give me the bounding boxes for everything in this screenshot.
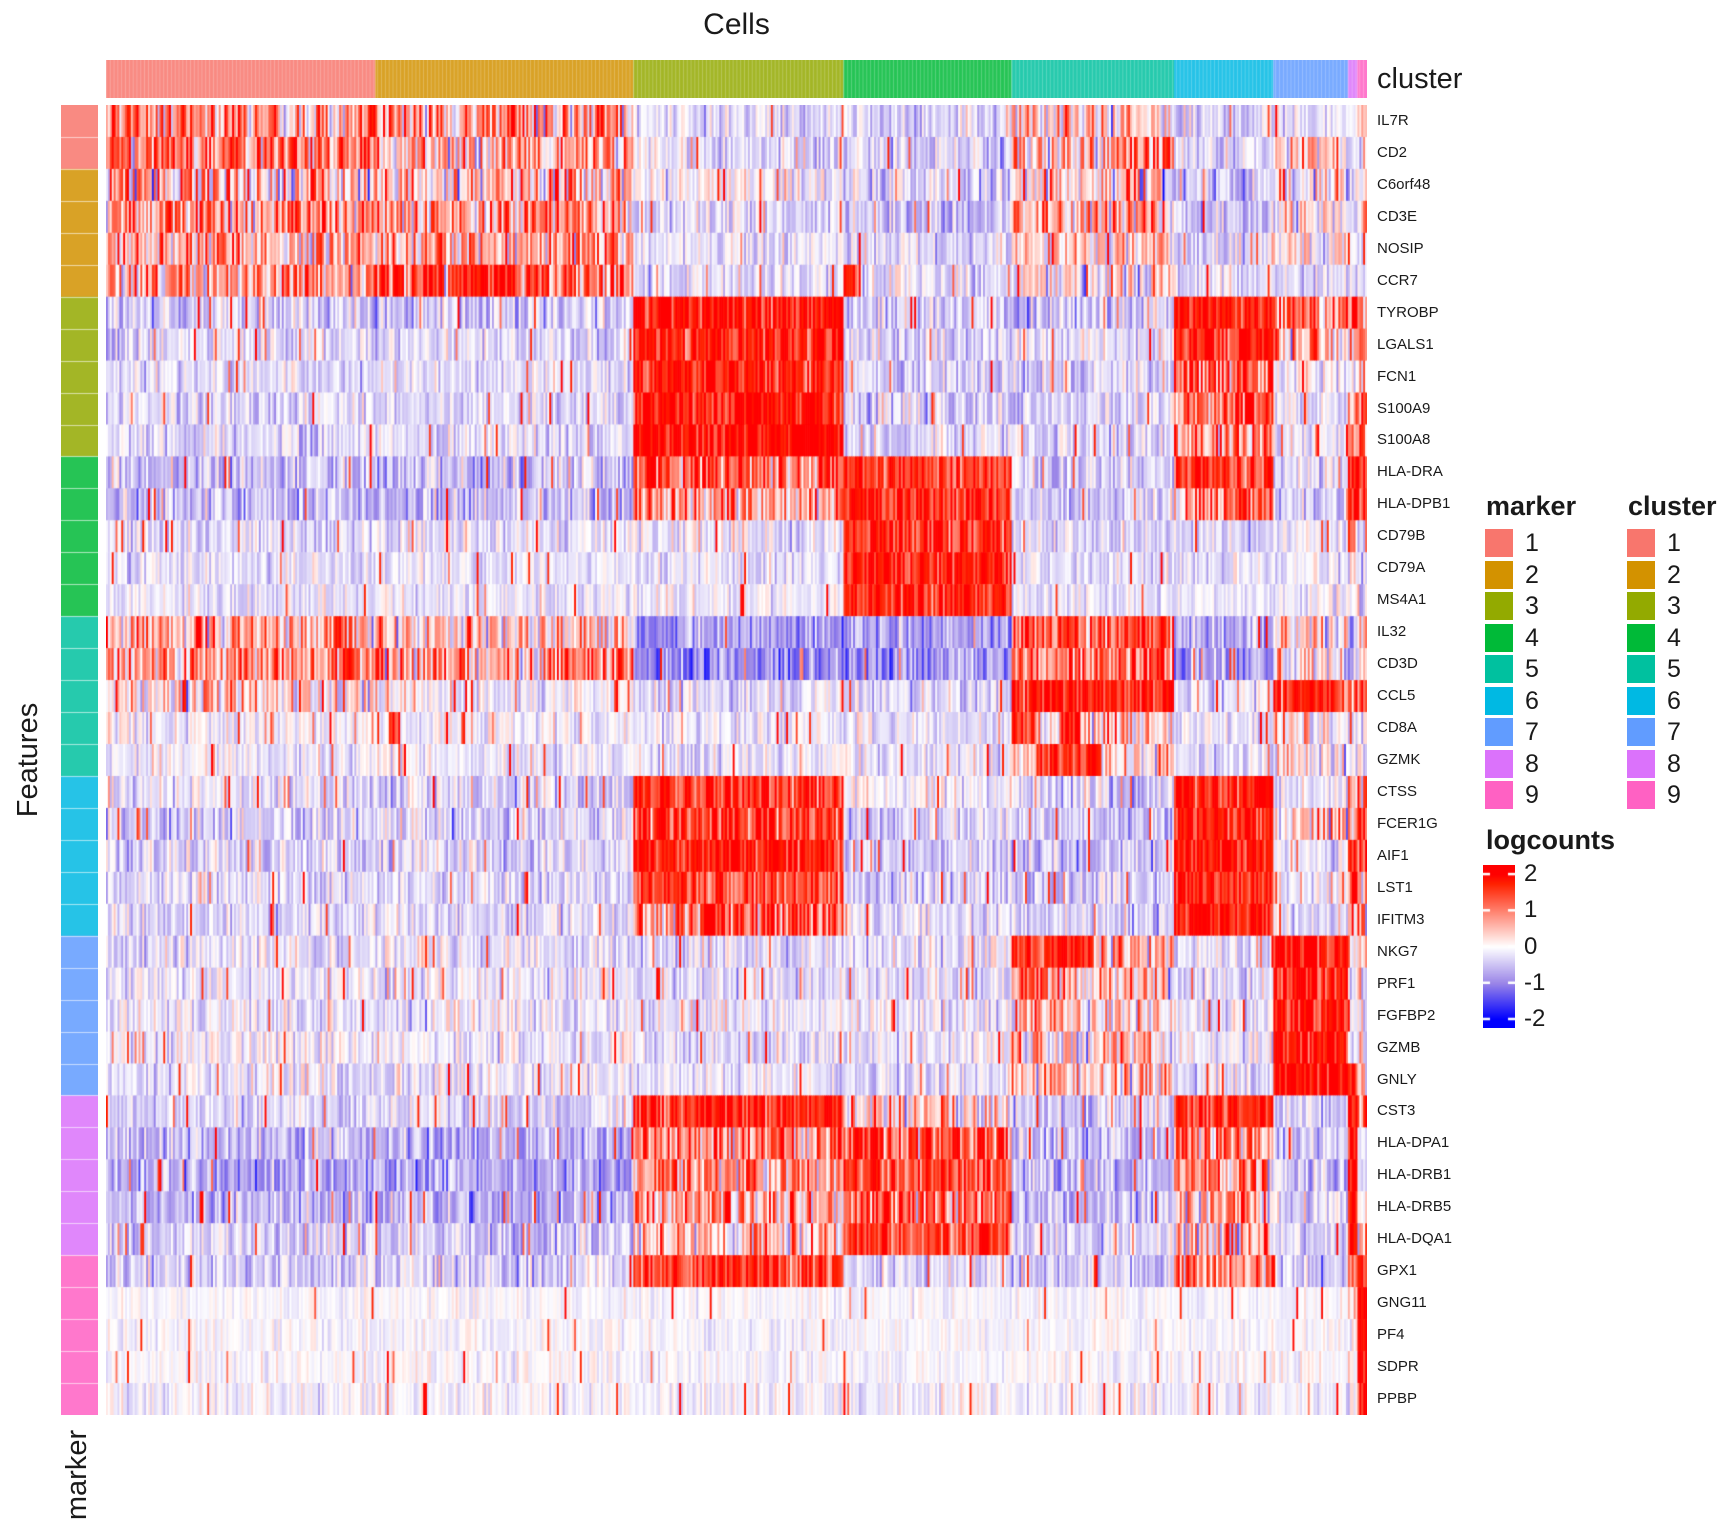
logcounts-tick-label: -1 [1524, 968, 1546, 996]
marker-legend-title: marker [1486, 491, 1577, 521]
legend-entry-label: 2 [1525, 560, 1539, 589]
gene-label: SDPR [1377, 1358, 1419, 1376]
gene-label: CD3D [1377, 655, 1418, 673]
gene-label: CCL5 [1377, 687, 1416, 705]
legend-entry-label: 7 [1525, 718, 1539, 746]
gene-label: IFITM3 [1377, 910, 1425, 928]
gene-label: PPBP [1377, 1390, 1418, 1408]
legend-entry-label: 7 [1667, 718, 1681, 746]
legend-swatch [1485, 781, 1513, 809]
legend-entry-label: 4 [1525, 623, 1539, 652]
gene-label: CD79A [1377, 559, 1426, 577]
logcounts-tick-label: -2 [1524, 1004, 1546, 1032]
gene-label: HLA-DRB1 [1377, 1166, 1452, 1184]
gene-label: NOSIP [1377, 239, 1424, 257]
legend-swatch [1485, 686, 1513, 715]
gene-label: TYROBP [1377, 303, 1439, 321]
legend-swatch [1627, 781, 1655, 809]
gene-label: HLA-DRA [1377, 463, 1443, 481]
logcounts-tick-label: 1 [1524, 896, 1538, 924]
legend-entry-label: 8 [1667, 749, 1681, 778]
gene-label: LST1 [1377, 878, 1413, 896]
gene-label: GPX1 [1377, 1262, 1418, 1280]
legend-swatch [1485, 560, 1513, 589]
legend-entry-label: 5 [1667, 655, 1681, 683]
legend-swatch [1627, 529, 1655, 557]
legend-entry-label: 6 [1667, 686, 1681, 715]
gene-label: GZMK [1377, 751, 1421, 768]
gene-label: FGFBP2 [1377, 1006, 1436, 1024]
legend-swatch [1485, 718, 1513, 746]
marker-annotation-axis-label: marker [61, 1429, 93, 1521]
gene-label: IL7R [1377, 111, 1409, 129]
legend-swatch [1627, 592, 1655, 620]
logcounts-tick-label: 2 [1524, 860, 1538, 888]
legend-entry-label: 9 [1667, 781, 1681, 809]
logcounts-tick-label: 0 [1524, 932, 1538, 960]
gene-label: C6orf48 [1377, 175, 1431, 193]
legend-swatch [1485, 592, 1513, 620]
gene-label: IL32 [1377, 623, 1407, 641]
legend-entry-label: 8 [1525, 749, 1539, 778]
column-axis-title: Cells [703, 8, 770, 41]
legend-entry-label: 2 [1667, 560, 1681, 589]
marker-annotation-bar [61, 105, 98, 1415]
gene-label: GNLY [1377, 1070, 1417, 1088]
legend-swatch [1627, 718, 1655, 746]
gene-label: HLA-DPA1 [1377, 1134, 1450, 1152]
gene-label: AIF1 [1377, 846, 1409, 864]
gene-label: PF4 [1377, 1326, 1405, 1344]
gene-label: LGALS1 [1377, 335, 1434, 353]
gene-label: HLA-DPB1 [1377, 495, 1451, 513]
gene-label: CST3 [1377, 1102, 1416, 1120]
legend-swatch [1485, 623, 1513, 652]
gene-label: MS4A1 [1377, 591, 1427, 609]
legend-swatch [1485, 655, 1513, 683]
gene-label: FCN1 [1377, 367, 1417, 385]
cluster-legend-title: cluster [1628, 491, 1717, 521]
logcounts-colorbar [1483, 865, 1515, 1028]
cluster-annotation-label: cluster [1377, 63, 1463, 95]
legend-entry-label: 5 [1525, 655, 1539, 683]
logcounts-legend-title: logcounts [1486, 825, 1615, 855]
gene-label: PRF1 [1377, 974, 1416, 992]
heatmap-body [106, 105, 1367, 1415]
legend-entry-label: 3 [1525, 592, 1539, 620]
cluster-annotation-bar [106, 60, 1367, 98]
gene-label: CD79B [1377, 527, 1426, 545]
gene-label: S100A8 [1377, 431, 1431, 449]
gene-label: GZMB [1377, 1038, 1421, 1056]
gene-label: CTSS [1377, 782, 1418, 800]
legend-entry-label: 3 [1667, 592, 1681, 620]
legend-swatch [1627, 623, 1655, 652]
gene-label: CCR7 [1377, 271, 1418, 289]
legend-entry-label: 1 [1525, 529, 1539, 557]
legend-swatch [1627, 749, 1655, 778]
gene-label: HLA-DQA1 [1377, 1230, 1453, 1248]
legend-entry-label: 9 [1525, 781, 1539, 809]
gene-label: GNG11 [1377, 1294, 1427, 1312]
row-axis-title: Features [12, 702, 44, 818]
legend-entry-label: 6 [1525, 686, 1539, 715]
legend-entry-label: 1 [1667, 529, 1681, 557]
legend-swatch [1485, 749, 1513, 778]
legend-swatch [1627, 655, 1655, 683]
gene-label: NKG7 [1377, 942, 1418, 960]
legend-swatch [1627, 686, 1655, 715]
gene-label: CD2 [1377, 143, 1408, 161]
gene-label: CD8A [1377, 719, 1418, 737]
gene-label: CD3E [1377, 207, 1418, 225]
legend-swatch [1627, 560, 1655, 589]
legend-swatch [1485, 529, 1513, 557]
gene-label: S100A9 [1377, 399, 1431, 417]
legend-entry-label: 4 [1667, 623, 1681, 652]
gene-label: HLA-DRB5 [1377, 1198, 1452, 1216]
gene-label: FCER1G [1377, 814, 1438, 832]
